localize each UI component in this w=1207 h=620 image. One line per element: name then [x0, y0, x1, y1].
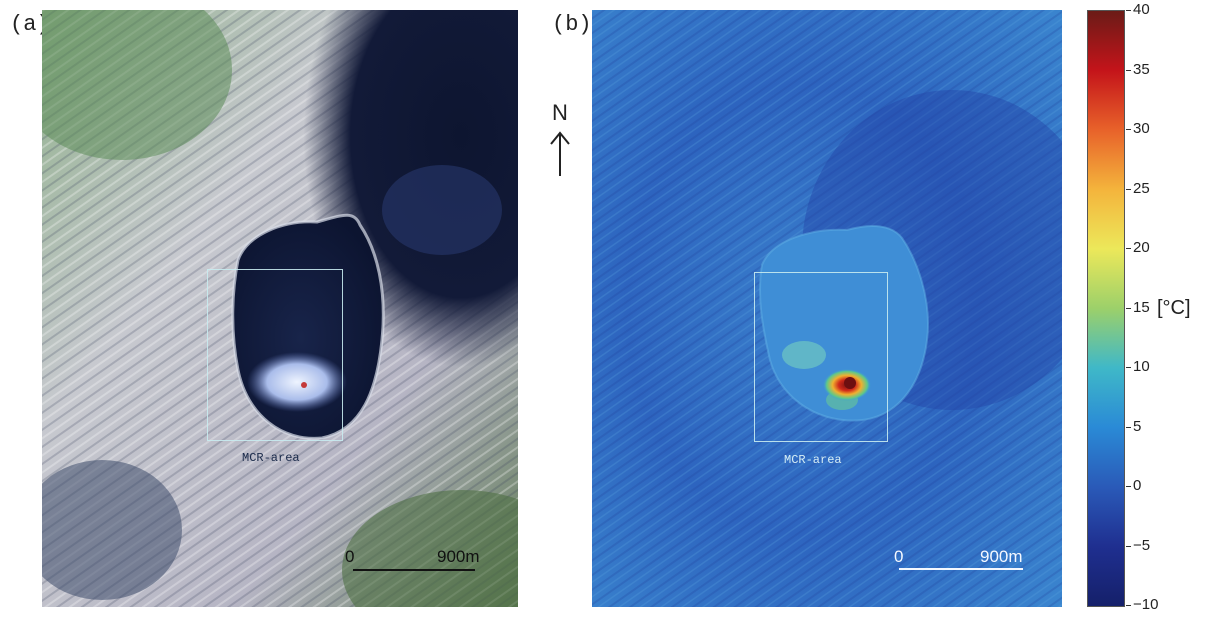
satellite-image [42, 10, 518, 607]
colorbar-tick [1126, 248, 1131, 249]
colorbar-tick-label: 5 [1133, 417, 1142, 435]
scale-zero-label: 0 [894, 547, 904, 566]
colorbar-tick [1126, 188, 1131, 190]
panel-b-label: (b) [552, 12, 592, 37]
colorbar-tick-label: 30 [1133, 120, 1150, 137]
mcr-area-label: MCR-area [242, 451, 300, 465]
colorbar-tick [1126, 10, 1131, 11]
scale-zero-label: 0 [345, 547, 355, 566]
scale-distance-label: 900m [437, 547, 480, 566]
mcr-area-box [207, 269, 343, 441]
colorbar-tick-label: −5 [1133, 536, 1151, 554]
colorbar-tick [1126, 545, 1131, 547]
colorbar-tick-label: 25 [1133, 179, 1150, 197]
colorbar-tick-label: 15 [1133, 298, 1150, 316]
colorbar-tick-label: 40 [1133, 1, 1150, 18]
colorbar-tick [1126, 69, 1131, 71]
north-arrow-icon [550, 131, 570, 176]
mcr-area-label: MCR-area [784, 453, 842, 467]
colorbar-tick [1126, 605, 1131, 606]
satellite-image-panel: MCR-area 0 900m [42, 10, 518, 607]
colorbar-tick-label: 10 [1133, 358, 1150, 375]
colorbar-tick-label: −10 [1133, 596, 1159, 613]
scale-bar [353, 569, 475, 571]
north-label: N [552, 100, 568, 125]
mcr-area-box [754, 272, 888, 442]
scale-distance-label: 900m [980, 547, 1023, 566]
colorbar-tick-label: 35 [1133, 60, 1150, 78]
temperature-map [592, 10, 1062, 607]
colorbar-tick-label: 20 [1133, 239, 1150, 256]
colorbar-tick [1126, 307, 1131, 309]
colorbar-tick [1126, 367, 1131, 368]
colorbar-unit-label: [°C] [1157, 297, 1191, 319]
scale-bar [899, 568, 1023, 570]
colorbar [1087, 10, 1125, 607]
temperature-map-panel: MCR-area 0 900m [592, 10, 1062, 607]
colorbar-tick [1126, 486, 1131, 487]
colorbar-tick-label: 0 [1133, 477, 1142, 494]
colorbar-tick [1126, 129, 1131, 130]
colorbar-tick [1126, 426, 1131, 428]
